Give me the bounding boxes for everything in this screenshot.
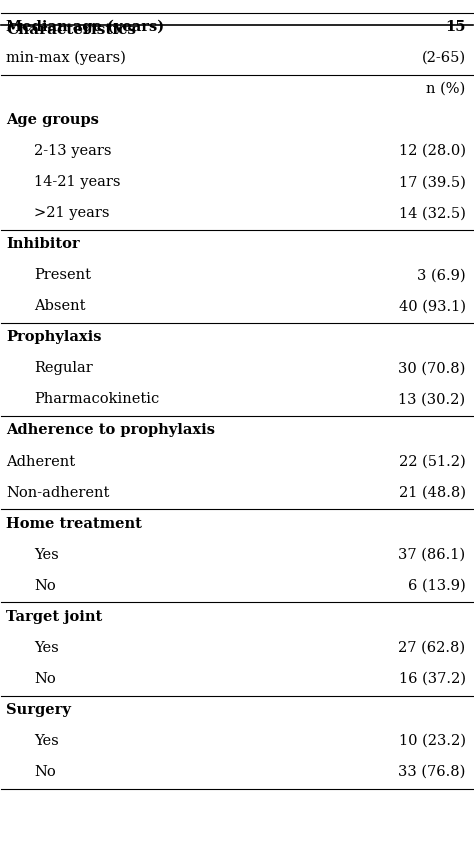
Text: 14 (32.5): 14 (32.5)	[399, 206, 465, 221]
Text: Age groups: Age groups	[6, 113, 99, 127]
Text: 10 (23.2): 10 (23.2)	[399, 734, 465, 748]
Text: Inhibitor: Inhibitor	[6, 237, 80, 251]
Text: (2-65): (2-65)	[421, 51, 465, 65]
Text: Median age (years): Median age (years)	[6, 20, 164, 35]
Text: No: No	[35, 672, 56, 686]
Text: Yes: Yes	[35, 734, 59, 748]
Text: 16 (37.2): 16 (37.2)	[399, 672, 465, 686]
Text: 21 (48.8): 21 (48.8)	[399, 485, 465, 500]
Text: 14-21 years: 14-21 years	[35, 176, 121, 189]
Text: 30 (70.8): 30 (70.8)	[398, 362, 465, 375]
Text: >21 years: >21 years	[35, 206, 110, 221]
Text: 13 (30.2): 13 (30.2)	[399, 393, 465, 407]
Text: 17 (39.5): 17 (39.5)	[399, 176, 465, 189]
Text: Present: Present	[35, 268, 91, 282]
Text: Home treatment: Home treatment	[6, 516, 142, 530]
Text: No: No	[35, 579, 56, 593]
Text: 33 (76.8): 33 (76.8)	[398, 765, 465, 779]
Text: 3 (6.9): 3 (6.9)	[417, 268, 465, 282]
Text: Surgery: Surgery	[6, 703, 71, 717]
Text: Non-adherent: Non-adherent	[6, 485, 109, 500]
Text: Target joint: Target joint	[6, 610, 102, 624]
Text: 22 (51.2): 22 (51.2)	[399, 454, 465, 469]
Text: n (%): n (%)	[426, 82, 465, 96]
Text: No: No	[35, 765, 56, 779]
Text: Prophylaxis: Prophylaxis	[6, 330, 101, 344]
Text: 15: 15	[445, 20, 465, 34]
Text: 12 (28.0): 12 (28.0)	[399, 144, 465, 158]
Text: 40 (93.1): 40 (93.1)	[399, 299, 465, 313]
Text: 6 (13.9): 6 (13.9)	[408, 579, 465, 593]
Text: 37 (86.1): 37 (86.1)	[399, 548, 465, 561]
Text: Yes: Yes	[35, 548, 59, 561]
Text: 2-13 years: 2-13 years	[35, 144, 112, 158]
Text: Regular: Regular	[35, 362, 93, 375]
Text: min-max (years): min-max (years)	[6, 51, 126, 65]
Text: Adherent: Adherent	[6, 454, 75, 469]
Text: Absent: Absent	[35, 299, 86, 313]
Text: Adherence to prophylaxis: Adherence to prophylaxis	[6, 424, 215, 438]
Text: 27 (62.8): 27 (62.8)	[399, 641, 465, 655]
Text: Pharmacokinetic: Pharmacokinetic	[35, 393, 160, 407]
Text: Yes: Yes	[35, 641, 59, 655]
Text: Characteristics: Characteristics	[6, 23, 136, 37]
